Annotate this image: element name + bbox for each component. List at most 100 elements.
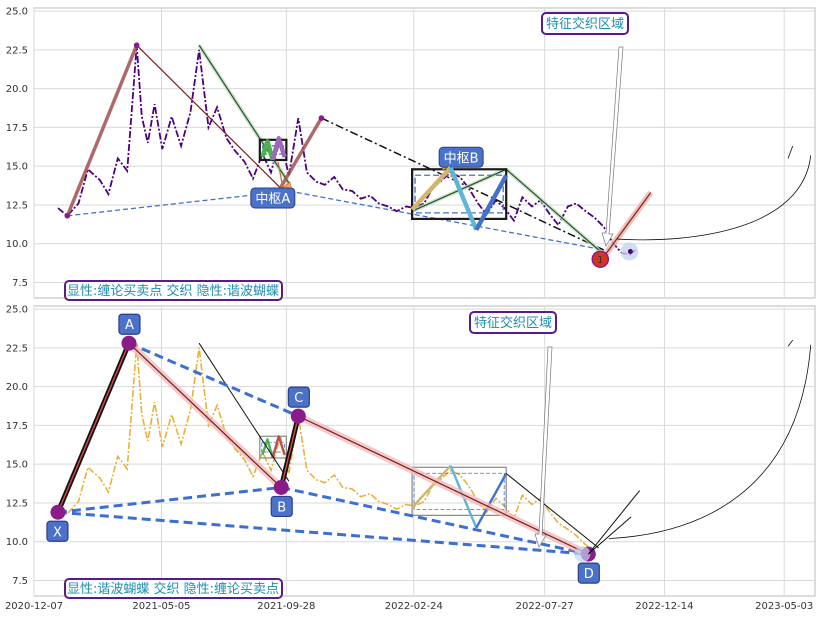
segment-line bbox=[321, 117, 605, 251]
pattern-point-box bbox=[118, 313, 141, 335]
bottom-y-ticks: 7.5 10.0 12.5 15.0 17.5 20.0 22.5 25.0 bbox=[6, 305, 28, 587]
zigzag-stroke bbox=[411, 464, 452, 509]
top-legend-text: 显性:缠论买卖点 交织 隐性:谐波蝴蝶 bbox=[67, 283, 279, 299]
harmonic-leg bbox=[280, 415, 300, 488]
y-tick-label: 20.0 bbox=[6, 382, 28, 393]
y-tick-label: 10.0 bbox=[6, 537, 28, 548]
bottom-x-ticks: 2020-12-07 2021-05-05 2021-09-28 2022-02-24… bbox=[5, 601, 813, 612]
pattern-point bbox=[50, 504, 66, 520]
zigzag-stroke bbox=[261, 438, 274, 459]
x-tick-label: 2023-05-03 bbox=[755, 601, 813, 612]
rebound-line bbox=[604, 192, 652, 255]
top-feature-region-label: 特征交织区域 bbox=[546, 16, 624, 32]
top-zhongshu-boxes: 中枢A 中枢B bbox=[250, 138, 508, 221]
pattern-point-label: B bbox=[277, 500, 286, 515]
bottom-legend-box: 显性:谐波蝴蝶 交织 隐性:缠论买卖点 bbox=[64, 578, 283, 599]
pattern-point bbox=[121, 335, 137, 351]
bottom-segment-lines bbox=[198, 342, 599, 549]
x-tick-label: 2021-09-28 bbox=[257, 601, 315, 612]
top-feature-region-annotation: 特征交织区域 bbox=[541, 12, 629, 247]
zigzag-stroke bbox=[270, 136, 287, 161]
bottom-zhongshu-boxes bbox=[259, 435, 507, 516]
zigzag-stroke bbox=[271, 435, 286, 459]
zhongshu-inner bbox=[413, 472, 505, 510]
zigzag-stroke bbox=[448, 166, 479, 231]
top-bi-strokes bbox=[64, 42, 325, 219]
x-tick-label: 2022-12-14 bbox=[635, 601, 693, 612]
bi-stroke bbox=[65, 44, 139, 217]
top-panel: 7.5 10.0 12.5 15.0 17.5 20.0 22.5 25.0 中枢A 中枢B 1… bbox=[6, 7, 816, 301]
trend-line bbox=[288, 190, 604, 251]
projection-arc bbox=[617, 155, 812, 241]
zhongshu-label-box bbox=[250, 187, 296, 209]
y-tick-label: 17.5 bbox=[6, 421, 28, 432]
zigzag-stroke bbox=[474, 174, 509, 231]
pattern-point-label: X bbox=[53, 525, 62, 540]
harmonic-dashed-leg bbox=[57, 510, 589, 556]
zhongshu-box bbox=[410, 168, 508, 221]
y-tick-label: 12.5 bbox=[6, 498, 28, 509]
zigzag-stroke bbox=[410, 166, 453, 212]
y-tick-label: 22.5 bbox=[6, 343, 28, 354]
pattern-point-box bbox=[46, 520, 69, 542]
pattern-point bbox=[290, 408, 306, 424]
harmonic-dashed-leg bbox=[128, 341, 299, 418]
y-tick-label: 25.0 bbox=[6, 305, 28, 316]
pattern-point-box bbox=[270, 495, 293, 518]
pattern-point-label: D bbox=[584, 567, 594, 582]
bottom-feature-arrow bbox=[534, 346, 553, 548]
y-tick-label: 17.5 bbox=[6, 123, 28, 134]
bi-stroke bbox=[278, 117, 323, 189]
rebound-line bbox=[587, 490, 641, 555]
rebound-line-2 bbox=[587, 516, 632, 555]
top-grid bbox=[33, 8, 815, 298]
y-tick-label: 22.5 bbox=[6, 45, 28, 56]
bi-point bbox=[318, 115, 325, 121]
bi-point bbox=[133, 42, 140, 49]
zhongshu-inner bbox=[261, 441, 285, 453]
pattern-point bbox=[273, 479, 289, 495]
y-tick-label: 7.5 bbox=[12, 576, 28, 587]
signal-point bbox=[627, 248, 633, 254]
harmonic-leg bbox=[57, 342, 130, 513]
y-tick-label: 7.5 bbox=[12, 278, 28, 289]
projection-tick bbox=[787, 145, 794, 159]
zhongshu-box bbox=[411, 466, 507, 516]
zhongshu-label: 中枢A bbox=[255, 192, 290, 207]
pattern-point-label: C bbox=[294, 391, 303, 406]
y-tick-label: 15.0 bbox=[6, 460, 28, 471]
y-tick-label: 12.5 bbox=[6, 200, 28, 211]
zhongshu-arrow bbox=[277, 161, 283, 188]
bottom-extras bbox=[574, 339, 812, 563]
harmonic-dashed-leg bbox=[280, 485, 589, 556]
pattern-point-box bbox=[577, 562, 600, 584]
top-plot-area bbox=[33, 7, 816, 299]
bottom-panel: 7.5 10.0 12.5 15.0 17.5 20.0 22.5 25.0 2020-12-… bbox=[5, 305, 816, 612]
top-feature-arrow bbox=[601, 46, 624, 247]
x-tick-label: 2020-12-07 bbox=[5, 601, 63, 612]
top-zigzags bbox=[260, 136, 509, 231]
bottom-feature-region-label: 特征交织区域 bbox=[474, 315, 552, 331]
zhongshu-label: 中枢B bbox=[444, 151, 479, 166]
pattern-point-label: A bbox=[125, 318, 134, 333]
projection-tick bbox=[787, 339, 794, 347]
segment-line bbox=[505, 168, 599, 251]
y-tick-label: 25.0 bbox=[6, 7, 28, 18]
x-tick-label: 2022-02-24 bbox=[385, 601, 443, 612]
x-tick-label: 2022-07-27 bbox=[516, 601, 574, 612]
y-tick-label: 20.0 bbox=[6, 84, 28, 95]
y-tick-label: 10.0 bbox=[6, 239, 28, 250]
top-legend-box: 显性:缠论买卖点 交织 隐性:谐波蝴蝶 bbox=[64, 280, 283, 301]
zigzag-stroke bbox=[475, 472, 508, 529]
projection-arc bbox=[608, 344, 812, 540]
bi-point bbox=[64, 213, 71, 219]
zhongshu-label-box bbox=[438, 146, 484, 168]
y-tick-label: 15.0 bbox=[6, 162, 28, 173]
segment-line bbox=[136, 44, 281, 189]
signal-marker bbox=[591, 250, 610, 268]
signal-label: 1 bbox=[597, 255, 603, 266]
d-halo bbox=[574, 546, 591, 563]
segment-line bbox=[198, 342, 290, 482]
x-tick-label: 2021-05-05 bbox=[132, 601, 190, 612]
